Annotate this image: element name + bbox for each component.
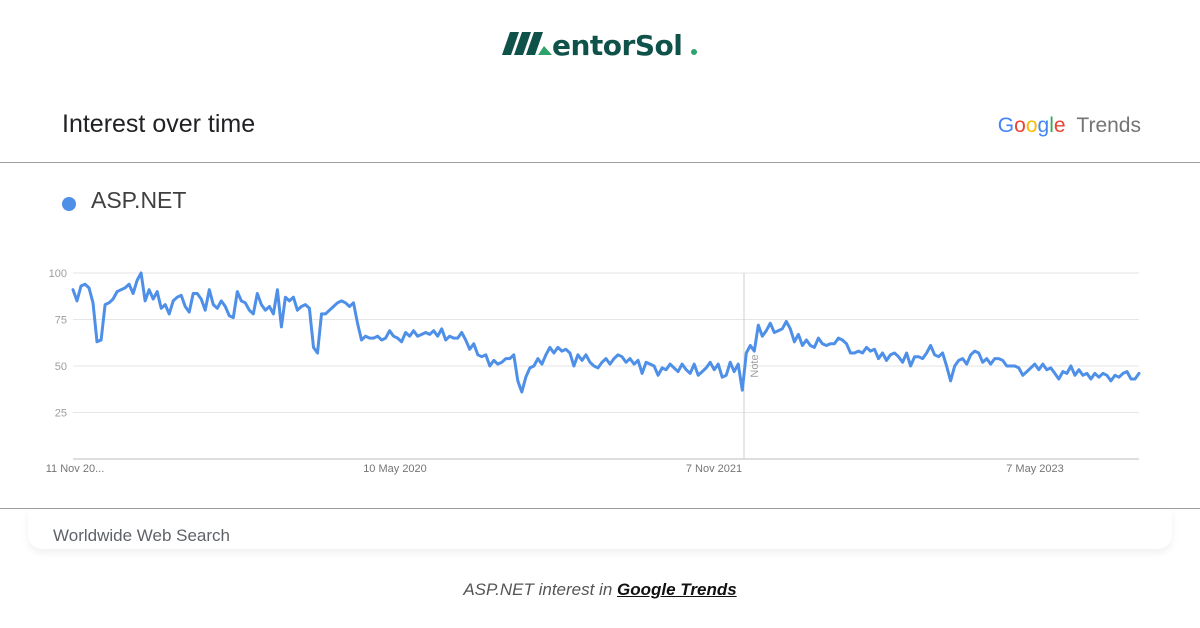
footer-box: Worldwide Web Search <box>28 509 1172 549</box>
divider <box>0 508 1200 509</box>
interest-line-chart: 25 50 75 100 11 Nov 20... 10 May 2020 7 Nov 20… <box>46 268 1141 475</box>
note-label: Note <box>749 354 761 377</box>
google-trends-link[interactable]: Google Trends <box>617 580 737 599</box>
x-tick-label: 11 Nov 20... <box>46 463 105 475</box>
legend-dot <box>62 197 76 211</box>
x-tick-label: 10 May 2020 <box>363 463 427 475</box>
y-tick-label-50: 50 <box>55 361 67 373</box>
y-tick-label-100: 100 <box>49 268 67 280</box>
caption-text: ASP.NET interest in <box>463 580 618 599</box>
trends-wordmark: Trends <box>1076 114 1141 137</box>
search-scope: Worldwide Web Search <box>53 526 231 545</box>
x-tick-label: 7 Nov 2021 <box>686 463 742 475</box>
mentorsol-logo: entorSol <box>502 29 697 62</box>
y-tick-label-75: 75 <box>55 315 67 327</box>
google-trends-logo[interactable]: Google Trends <box>998 114 1141 138</box>
x-tick-label: 7 May 2023 <box>1006 463 1063 475</box>
y-tick-label-25: 25 <box>55 408 67 420</box>
series-line-asp-net <box>71 271 1141 394</box>
chart-title: Interest over time <box>62 110 256 138</box>
card-header: Interest over time Google Trends <box>0 90 1200 163</box>
caption: ASP.NET interest in Google Trends <box>0 580 1200 600</box>
logo-text: entorSol <box>552 29 682 62</box>
legend-term: ASP.NET <box>91 187 187 213</box>
google-wordmark: Google <box>997 114 1066 137</box>
